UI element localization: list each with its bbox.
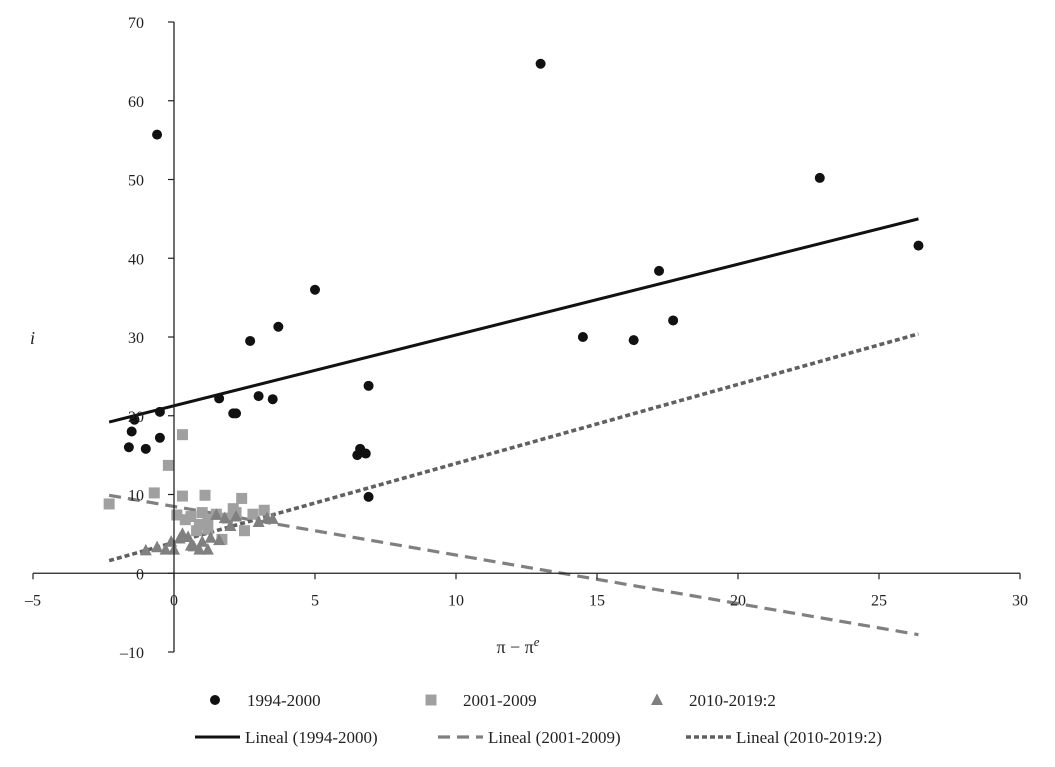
x-tick-label: 5 — [311, 592, 319, 609]
point-triangle — [204, 531, 217, 543]
legend-label: 1994-2000 — [247, 691, 321, 710]
point-circle — [267, 394, 278, 405]
point-square — [191, 525, 203, 537]
trendline-solid — [108, 217, 919, 424]
point-triangle — [151, 540, 164, 553]
point-triangle — [210, 508, 223, 520]
point-square — [199, 489, 211, 501]
point-square — [171, 509, 183, 521]
point-square — [103, 498, 115, 510]
point-triangle — [230, 509, 243, 522]
x-tick-label: 25 — [871, 592, 887, 609]
point-circle — [814, 172, 825, 183]
point-square — [247, 508, 259, 520]
point-circle — [154, 432, 165, 443]
trendline-dashed — [108, 493, 919, 637]
legend-marker-circle — [210, 695, 220, 705]
x-tick-label: 20 — [730, 592, 746, 609]
legend-label: Lineal (2010-2019:2) — [736, 728, 882, 747]
point-circle — [245, 335, 256, 346]
point-square — [202, 523, 214, 535]
point-circle — [129, 414, 140, 425]
point-circle — [535, 58, 546, 69]
point-circle — [628, 335, 639, 346]
axes: –5 0 5 10 15 20 25 30 –10 0 10 20 30 40 50 60 70 — [24, 15, 1028, 662]
point-circle — [913, 240, 924, 251]
point-circle — [126, 426, 137, 437]
point-circle — [654, 265, 665, 276]
point-circle — [360, 448, 371, 459]
point-triangle — [218, 511, 231, 524]
point-circle — [253, 391, 264, 402]
point-circle — [273, 321, 284, 332]
point-circle — [214, 393, 225, 404]
legend-marker-triangle — [651, 693, 663, 705]
point-triangle — [201, 543, 214, 555]
x-tick-label: 15 — [589, 592, 605, 609]
point-circle — [123, 442, 134, 453]
point-circle — [668, 315, 679, 326]
point-triangle — [159, 543, 172, 555]
y-tick-label: 40 — [128, 251, 144, 268]
legend: 1994-2000 2001-2009 2010-2019:2 Lineal (199… — [195, 691, 882, 747]
point-circle — [363, 380, 374, 391]
legend-label: Lineal (2001-2009) — [488, 728, 621, 747]
point-square — [176, 490, 188, 502]
y-tick-label: 70 — [128, 15, 144, 32]
point-triangle — [224, 519, 237, 531]
data-points — [103, 58, 924, 556]
point-square — [239, 525, 250, 537]
point-square — [193, 518, 205, 530]
point-square — [196, 507, 208, 519]
point-triangle — [182, 530, 195, 542]
x-tick-label: 30 — [1012, 592, 1028, 609]
point-triangle — [266, 512, 279, 524]
legend-marker-square — [425, 694, 437, 706]
point-square — [236, 492, 248, 504]
legend-label: 2001-2009 — [463, 691, 537, 710]
point-square — [258, 504, 270, 516]
y-axis-title: i — [30, 328, 35, 348]
y-tick-label: 30 — [128, 330, 144, 347]
point-circle — [310, 284, 320, 295]
y-tick-label: 20 — [128, 409, 144, 426]
y-tick-label: –10 — [119, 645, 144, 662]
x-tick-label: 0 — [170, 592, 178, 609]
point-circle — [577, 332, 588, 342]
point-circle — [231, 408, 242, 419]
point-square — [185, 511, 197, 523]
point-circle — [154, 406, 165, 417]
point-triangle — [213, 533, 226, 546]
y-tick-label: 10 — [128, 488, 144, 505]
point-square — [202, 514, 214, 526]
y-tick-label: 60 — [128, 94, 144, 111]
point-circle — [363, 491, 374, 502]
trendline-dotted — [108, 332, 919, 563]
point-square — [162, 459, 174, 471]
point-triangle — [139, 543, 152, 556]
legend-label: 2010-2019:2 — [689, 691, 776, 710]
point-square — [176, 429, 188, 441]
point-circle — [152, 129, 163, 140]
point-triangle — [252, 515, 265, 528]
y-tick-label: 50 — [128, 173, 144, 190]
trendlines — [108, 217, 919, 637]
x-tick-label: 10 — [448, 592, 464, 609]
point-square — [179, 514, 191, 526]
x-tick-label: –5 — [24, 592, 41, 609]
legend-label: Lineal (1994-2000) — [245, 728, 378, 747]
x-axis-title: π − πe — [496, 634, 539, 657]
point-triangle — [193, 543, 206, 555]
point-triangle — [196, 535, 209, 547]
point-circle — [140, 443, 151, 454]
point-square — [148, 487, 160, 499]
y-tick-label: 0 — [136, 566, 144, 583]
